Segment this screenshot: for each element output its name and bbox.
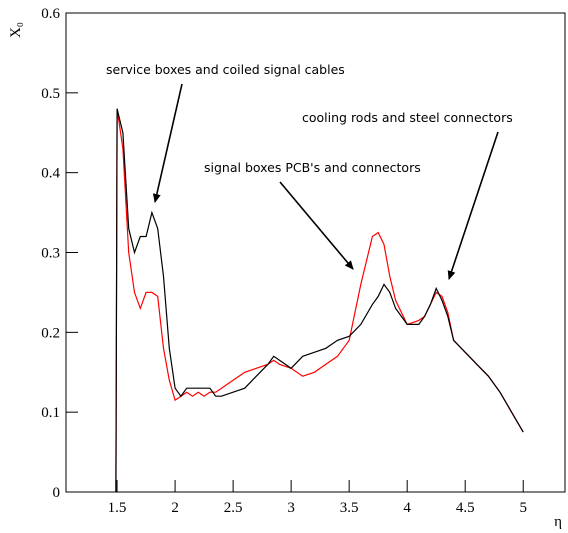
- y-tick-label: 0.4: [41, 166, 60, 182]
- annotation: signal boxes PCB's and connectors: [204, 160, 421, 175]
- annotation: service boxes and coiled signal cables: [106, 62, 345, 77]
- y-tick-label: 0: [53, 485, 61, 501]
- x-tick-label: 2.5: [224, 500, 243, 516]
- x-tick-label: 4: [403, 500, 411, 516]
- annotation-arrow: [279, 181, 354, 270]
- annotation: cooling rods and steel connectors: [302, 110, 513, 125]
- y-tick-label: 0.3: [41, 246, 60, 262]
- y-axis-label: X₀: [8, 22, 24, 38]
- x-tick-label: 2: [171, 500, 179, 516]
- x-tick-label: 1.5: [108, 500, 127, 516]
- plot-frame: [65, 12, 566, 493]
- y-tick-label: 0.6: [41, 6, 60, 22]
- annotation-arrow: [447, 131, 499, 280]
- x-tick-label: 3: [287, 500, 295, 516]
- annotation-arrow: [152, 83, 183, 203]
- x-tick-label: 4.5: [456, 500, 475, 516]
- data-line: [115, 108, 524, 493]
- y-tick-label: 0.1: [41, 405, 60, 421]
- x-axis-label: η: [554, 514, 562, 530]
- x-tick-label: 5: [519, 500, 527, 516]
- x-tick-label: 3.5: [340, 500, 359, 516]
- y-tick-label: 0.5: [41, 86, 60, 102]
- y-tick-label: 0.2: [41, 325, 60, 341]
